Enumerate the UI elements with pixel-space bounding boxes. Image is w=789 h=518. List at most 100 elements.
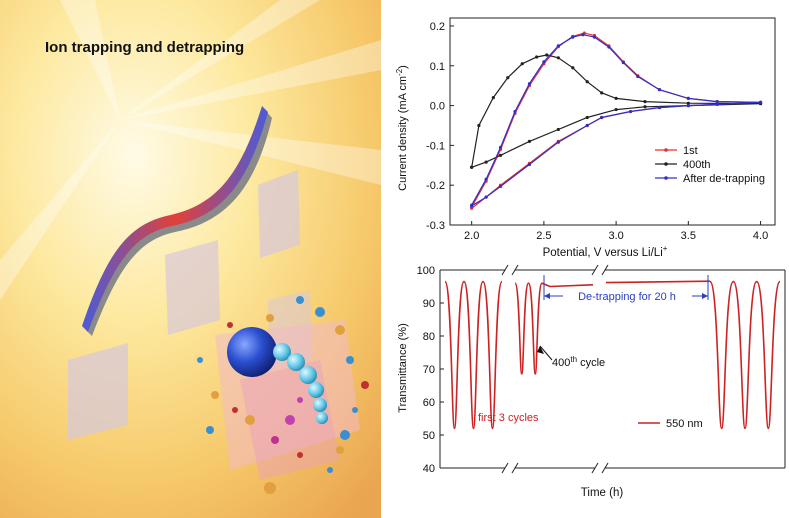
cv-data-point bbox=[535, 55, 539, 59]
cv-data-point bbox=[542, 60, 546, 64]
tr-annotation-detrapping: De-trapping for 20 h bbox=[578, 291, 676, 303]
cv-data-point bbox=[643, 105, 647, 109]
cv-x-tick-label: 2.5 bbox=[536, 230, 551, 242]
tr-axis-break bbox=[501, 462, 509, 474]
cv-y-tick-label: 0.1 bbox=[430, 61, 445, 73]
cv-data-point bbox=[527, 162, 532, 167]
cv-data-point bbox=[686, 96, 690, 101]
tr-y-tick-label: 50 bbox=[423, 430, 435, 442]
cv-data-point bbox=[715, 102, 719, 106]
tr-series bbox=[444, 280, 781, 430]
cv-x-axis-label: Potential, V versus Li/Li+ bbox=[543, 244, 668, 259]
cv-data-point bbox=[527, 82, 532, 86]
tr-series-line-first bbox=[444, 280, 503, 430]
cv-data-point bbox=[614, 96, 618, 101]
illustration: Ion trapping and detrapping bbox=[0, 0, 381, 518]
glass-pane bbox=[68, 343, 128, 440]
cv-data-point bbox=[657, 88, 662, 92]
cv-data-point bbox=[600, 115, 604, 120]
cv-legend-marker bbox=[664, 148, 668, 152]
tr-y-tick-label: 70 bbox=[423, 364, 435, 376]
cv-data-point bbox=[614, 107, 618, 112]
cv-data-point bbox=[556, 44, 560, 48]
cv-data-point bbox=[686, 101, 690, 105]
tr-axis-break bbox=[501, 264, 509, 276]
cv-data-point bbox=[600, 91, 604, 95]
cv-series bbox=[470, 31, 763, 210]
cv-data-point bbox=[607, 45, 611, 49]
cv-data-point bbox=[520, 62, 524, 66]
illustration-title: Ion trapping and detrapping bbox=[45, 39, 244, 56]
cv-data-point bbox=[513, 109, 517, 114]
tr-annotation-400-part: cycle bbox=[577, 357, 605, 369]
cv-data-point bbox=[556, 127, 560, 132]
tr-axis-break bbox=[591, 264, 599, 276]
cv-series-line-1 bbox=[471, 54, 761, 168]
cv-data-point bbox=[491, 96, 495, 100]
tr-y-tick-label: 80 bbox=[423, 331, 435, 343]
cv-data-point bbox=[686, 103, 690, 108]
tr-y-tick-label: 90 bbox=[423, 298, 435, 310]
cv-legend-marker bbox=[664, 176, 668, 180]
tr-axis-break bbox=[601, 264, 609, 276]
ion-cluster bbox=[197, 296, 369, 494]
cv-data-point bbox=[585, 115, 589, 120]
cv-legend-label: After de-trapping bbox=[683, 173, 765, 185]
cv-x-tick-label: 4.0 bbox=[753, 230, 768, 242]
cv-y-tick-label: -0.2 bbox=[426, 180, 445, 192]
tr-legend-label: 550 nm bbox=[666, 418, 703, 430]
cv-x-tick-label: 3.5 bbox=[681, 230, 696, 242]
tr-y-tick-label: 40 bbox=[423, 463, 435, 475]
cv-data-point bbox=[484, 195, 488, 199]
cv-x-tick-label: 3.0 bbox=[608, 230, 623, 242]
cv-data-point bbox=[621, 60, 625, 65]
cv-data-point bbox=[545, 53, 549, 57]
glass-pane bbox=[258, 170, 300, 258]
glass-pane bbox=[165, 240, 220, 335]
transmittance-chart: 40 50 60 70 80 90 100 first 3 cycles 400th cycl… bbox=[397, 264, 786, 499]
tr-y-tick-label: 60 bbox=[423, 397, 435, 409]
tr-detrap-arrowhead-right bbox=[702, 293, 708, 299]
cv-legend: 1st 400th After de-trapping bbox=[655, 145, 765, 185]
tr-axis-break bbox=[591, 462, 599, 474]
cv-data-point bbox=[527, 139, 532, 144]
cv-data-point bbox=[592, 35, 597, 39]
electrode-ribbon-face bbox=[82, 106, 268, 332]
cv-x-tick-label: 2.0 bbox=[464, 230, 479, 242]
tr-axis-break bbox=[601, 462, 609, 474]
cv-data-point bbox=[636, 74, 640, 79]
tr-y-tick-label: 100 bbox=[417, 265, 435, 277]
cv-data-point bbox=[715, 99, 719, 104]
cv-data-point bbox=[581, 33, 585, 37]
cv-data-point bbox=[628, 109, 633, 114]
cv-series-line-2 bbox=[471, 34, 761, 207]
tr-detrap-arrowhead-left bbox=[544, 293, 550, 299]
cv-plot-frame bbox=[449, 17, 776, 226]
tr-annotation-400: 400th cycle bbox=[552, 355, 605, 369]
cv-data-point bbox=[571, 35, 575, 39]
cv-data-point bbox=[470, 165, 474, 169]
tr-y-axis-label: Transmittance (%) bbox=[397, 323, 409, 412]
cv-data-point bbox=[498, 145, 503, 149]
tr-series-line-400 bbox=[514, 282, 594, 375]
tr-axis-break bbox=[511, 462, 519, 474]
cv-y-tick-label: -0.1 bbox=[426, 140, 445, 152]
tr-annotation-first-cycles: first 3 cycles bbox=[478, 412, 539, 424]
cv-data-point bbox=[758, 100, 763, 104]
tr-annotation-arrow bbox=[539, 345, 553, 361]
cv-data-point bbox=[470, 206, 474, 210]
cv-data-point bbox=[498, 153, 503, 157]
cv-data-point bbox=[470, 204, 474, 208]
tr-axis-break bbox=[511, 264, 519, 276]
cv-legend-marker bbox=[664, 162, 668, 166]
cv-y-tick-label: -0.3 bbox=[426, 220, 445, 232]
cv-chart: 2.0 2.5 3.0 3.5 4.0 -0.3 -0.2 -0.1 0.0 0.1 0.2 1st… bbox=[395, 17, 776, 259]
cv-data-point bbox=[585, 123, 589, 128]
cv-legend-label: 400th bbox=[683, 159, 711, 171]
cv-data-point bbox=[556, 56, 560, 60]
tr-annotation-arrowhead bbox=[537, 346, 544, 354]
cv-axes: 2.0 2.5 3.0 3.5 4.0 -0.3 -0.2 -0.1 0.0 0.1 0.2 bbox=[426, 17, 776, 242]
cv-data-point bbox=[484, 177, 488, 181]
tr-series-line-last bbox=[709, 280, 781, 430]
tr-axes: 40 50 60 70 80 90 100 bbox=[417, 264, 786, 475]
